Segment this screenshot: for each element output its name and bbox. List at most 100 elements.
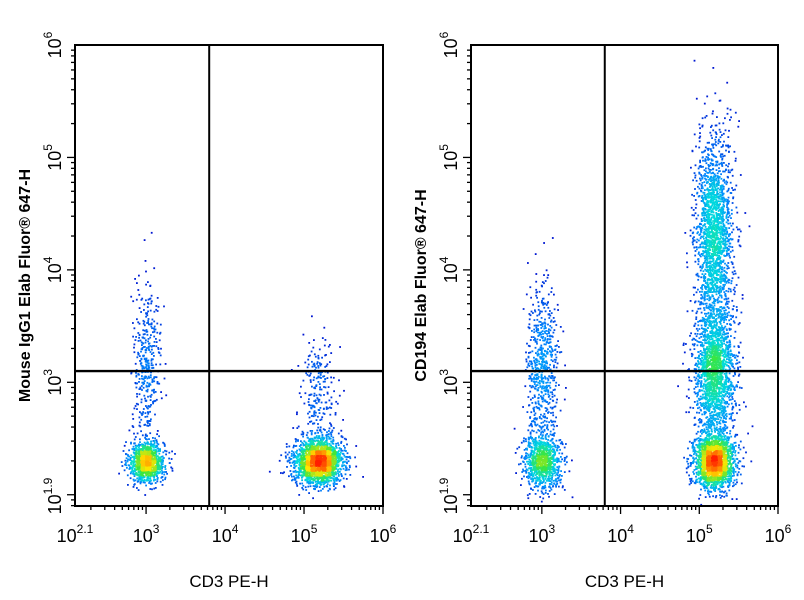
event-dot: [156, 445, 159, 447]
event-dot: [700, 218, 703, 220]
event-dot: [329, 477, 332, 479]
event-dot: [302, 333, 305, 336]
event-dot: [550, 320, 552, 323]
event-dot: [722, 122, 725, 125]
event-dot: [162, 441, 164, 444]
event-dot: [300, 440, 302, 443]
event-dot: [319, 407, 322, 409]
event-dot: [307, 455, 310, 458]
event-dot: [695, 432, 698, 435]
event-dot: [523, 440, 525, 443]
event-dot: [346, 452, 349, 455]
event-dot: [140, 341, 143, 344]
event-dot: [716, 116, 718, 118]
event-dot: [540, 317, 543, 319]
event-dot: [151, 389, 153, 392]
event-dot: [144, 468, 146, 470]
event-dot: [316, 437, 319, 439]
event-dot: [563, 398, 566, 401]
event-dot: [721, 165, 724, 167]
event-dot: [134, 479, 137, 482]
event-dot: [551, 391, 553, 394]
event-dot: [535, 273, 538, 275]
event-dot: [692, 237, 694, 240]
event-dot: [151, 345, 154, 347]
event-dot: [147, 338, 150, 340]
event-dot: [155, 455, 158, 457]
event-dot: [136, 445, 138, 448]
event-dot: [300, 455, 303, 457]
event-dot: [145, 315, 147, 318]
event-dot: [145, 313, 148, 315]
event-dot: [306, 474, 309, 477]
event-dot: [298, 463, 301, 466]
event-dot: [133, 346, 135, 349]
event-dot: [149, 443, 151, 446]
event-dot: [530, 310, 533, 313]
event-dot: [157, 443, 160, 446]
event-dot: [321, 436, 324, 439]
event-dot: [288, 456, 291, 459]
event-dot: [302, 454, 305, 457]
event-dot: [141, 413, 144, 415]
event-dot: [538, 407, 540, 410]
event-dot: [136, 468, 138, 471]
event-dot: [700, 303, 702, 306]
event-dot: [138, 274, 140, 277]
event-dot: [296, 459, 298, 462]
event-dot: [708, 168, 711, 171]
event-dot: [316, 452, 319, 455]
event-dot: [740, 311, 743, 314]
event-dot: [558, 439, 561, 442]
event-dot: [296, 470, 299, 473]
event-dot: [308, 459, 311, 462]
event-dot: [138, 458, 141, 461]
event-dot: [131, 425, 134, 427]
event-dot: [686, 310, 689, 313]
event-dot: [146, 464, 149, 467]
event-dot: [344, 469, 347, 472]
event-dot: [724, 129, 727, 132]
event-dot: [145, 389, 148, 392]
event-dot: [317, 448, 320, 450]
event-dot: [693, 195, 695, 197]
event-dot: [300, 465, 302, 467]
event-dot: [718, 163, 720, 166]
event-dot: [133, 470, 135, 473]
event-dot: [305, 446, 307, 448]
event-dot: [553, 320, 556, 323]
event-dot: [337, 432, 340, 435]
event-dot: [694, 260, 697, 263]
event-dot: [554, 345, 557, 347]
event-dot: [545, 269, 548, 272]
event-dot: [319, 428, 322, 431]
event-dot: [329, 452, 332, 455]
event-dot: [736, 362, 739, 365]
event-dot: [543, 303, 546, 305]
event-dot: [317, 474, 319, 477]
event-dot: [728, 489, 731, 492]
event-dot: [695, 377, 698, 380]
event-dot: [141, 381, 144, 384]
event-dot: [529, 432, 532, 435]
event-dot: [558, 346, 560, 348]
event-dot: [694, 392, 697, 395]
event-dot: [710, 124, 713, 127]
event-dot: [133, 473, 136, 476]
event-dot: [306, 473, 309, 476]
event-dot: [536, 485, 538, 488]
event-dot: [308, 470, 311, 472]
event-dot: [343, 464, 346, 467]
event-dot: [146, 424, 148, 427]
event-dot: [310, 444, 312, 446]
event-dot: [164, 478, 166, 481]
x-tick-label: 103: [133, 522, 160, 546]
event-dot: [335, 462, 338, 465]
event-dot: [550, 326, 553, 329]
event-dot: [343, 454, 346, 457]
event-dot: [326, 433, 329, 436]
x-tick-label: 102.1: [57, 522, 94, 546]
event-dot: [527, 497, 530, 500]
event-dot: [314, 387, 317, 390]
